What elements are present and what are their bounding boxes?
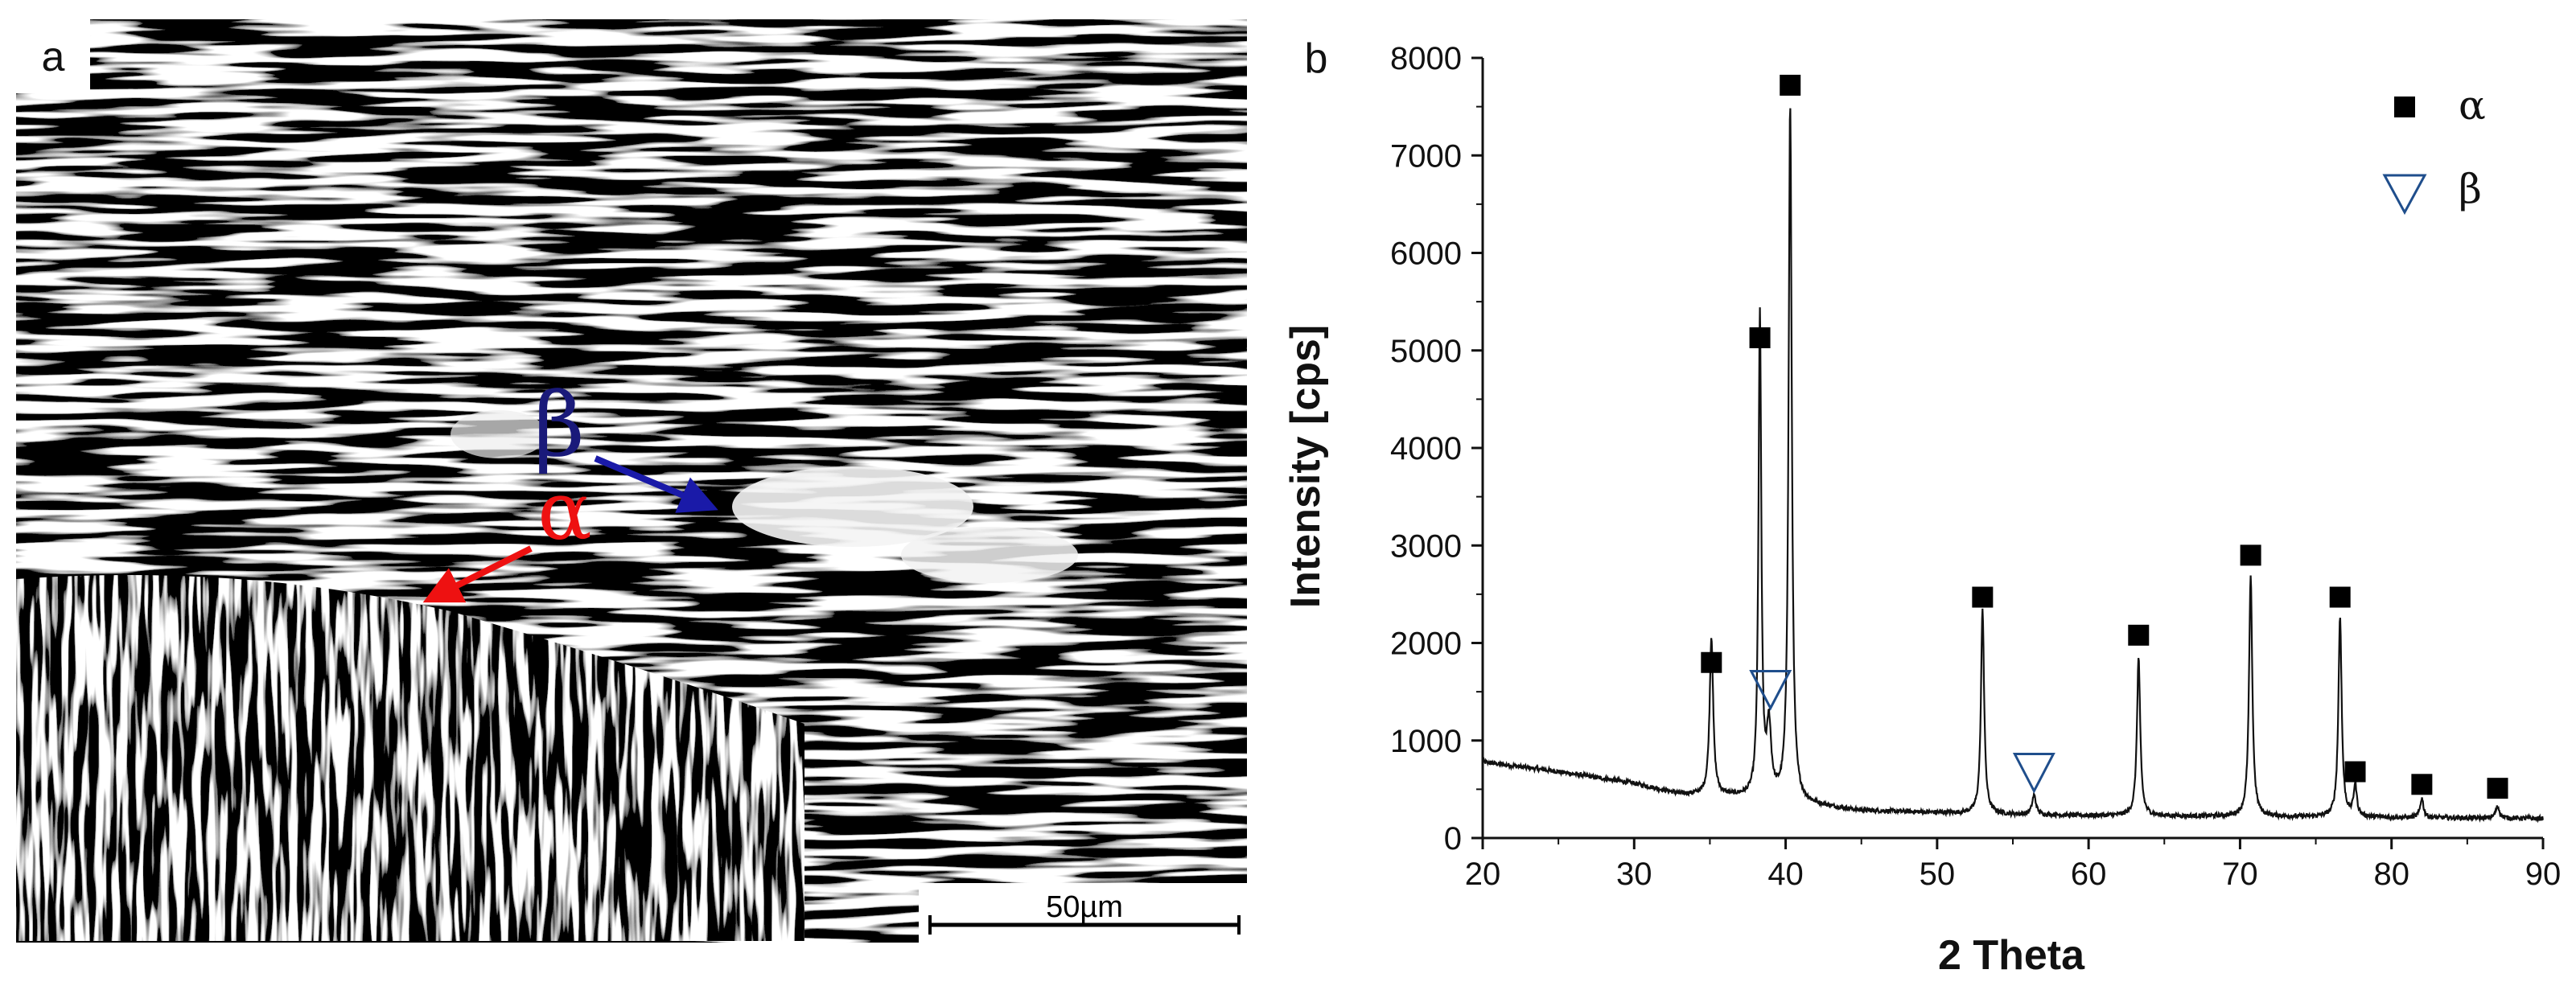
alpha-peak-marker — [1701, 651, 1722, 673]
scale-bar-box — [919, 883, 1247, 943]
y-tick-label: 1000 — [1390, 724, 1462, 759]
legend-alpha-label: α — [2459, 82, 2486, 129]
y-tick-label: 6000 — [1390, 236, 1462, 272]
chart-legend: αβ — [2382, 82, 2486, 216]
x-tick-label: 40 — [1767, 857, 1804, 892]
alpha-arrow — [422, 545, 533, 603]
y-tick-label: 4000 — [1390, 431, 1462, 466]
panel-a-label-box — [16, 19, 90, 93]
y-tick-label: 2000 — [1390, 627, 1462, 662]
legend-alpha-marker — [2394, 97, 2415, 117]
panel-b-label: b — [1305, 35, 1328, 82]
alpha-peak-marker — [2344, 761, 2366, 783]
y-tick-label: 5000 — [1390, 334, 1462, 369]
x-tick-label: 30 — [1616, 857, 1652, 892]
phase-markers — [1701, 74, 2508, 799]
chart-axes: 0 1000 2000 3000 4000 5000 6000 7000 8000 20 30 40 5… — [1390, 41, 2561, 892]
y-axis-title: Intensity [cps] — [1282, 325, 1329, 609]
alpha-peak-marker — [2128, 624, 2150, 646]
x-tick-label: 80 — [2373, 857, 2409, 892]
beta-peak-marker — [2012, 753, 2055, 794]
alpha-peak-marker — [2240, 544, 2261, 566]
alpha-peak-marker — [2411, 774, 2433, 795]
x-tick-label: 70 — [2222, 857, 2258, 892]
y-tick-label: 8000 — [1390, 41, 1462, 76]
scale-bar-text: 50µm — [1046, 890, 1123, 924]
alpha-peak-marker — [2487, 778, 2508, 799]
x-tick-label: 60 — [2071, 857, 2107, 892]
legend-beta-marker — [2382, 174, 2427, 216]
alpha-peak-marker — [2329, 586, 2351, 608]
micrograph-panel: a β α 50µm — [16, 19, 1247, 943]
alpha-peak-marker — [1749, 327, 1771, 348]
x-tick-label: 20 — [1465, 857, 1501, 892]
beta-phase-label: β — [533, 373, 585, 476]
micrograph-texture — [16, 19, 1247, 943]
alpha-peak-marker — [1780, 74, 1801, 96]
y-tick-label: 0 — [1444, 821, 1462, 857]
legend-beta-label: β — [2459, 166, 2482, 212]
x-tick-label: 50 — [1920, 857, 1956, 892]
alpha-phase-label: α — [537, 464, 592, 558]
x-tick-label: 90 — [2525, 857, 2562, 892]
xrd-pattern-line — [1481, 108, 2544, 824]
x-axis-title: 2 Theta — [1938, 932, 2085, 979]
beta-peak-marker — [1749, 669, 1792, 711]
alpha-peak-marker — [1972, 586, 1994, 608]
panel-a-label: a — [42, 34, 65, 80]
y-tick-label: 3000 — [1390, 528, 1462, 564]
y-tick-label: 7000 — [1390, 138, 1462, 174]
beta-arrow — [594, 455, 718, 513]
